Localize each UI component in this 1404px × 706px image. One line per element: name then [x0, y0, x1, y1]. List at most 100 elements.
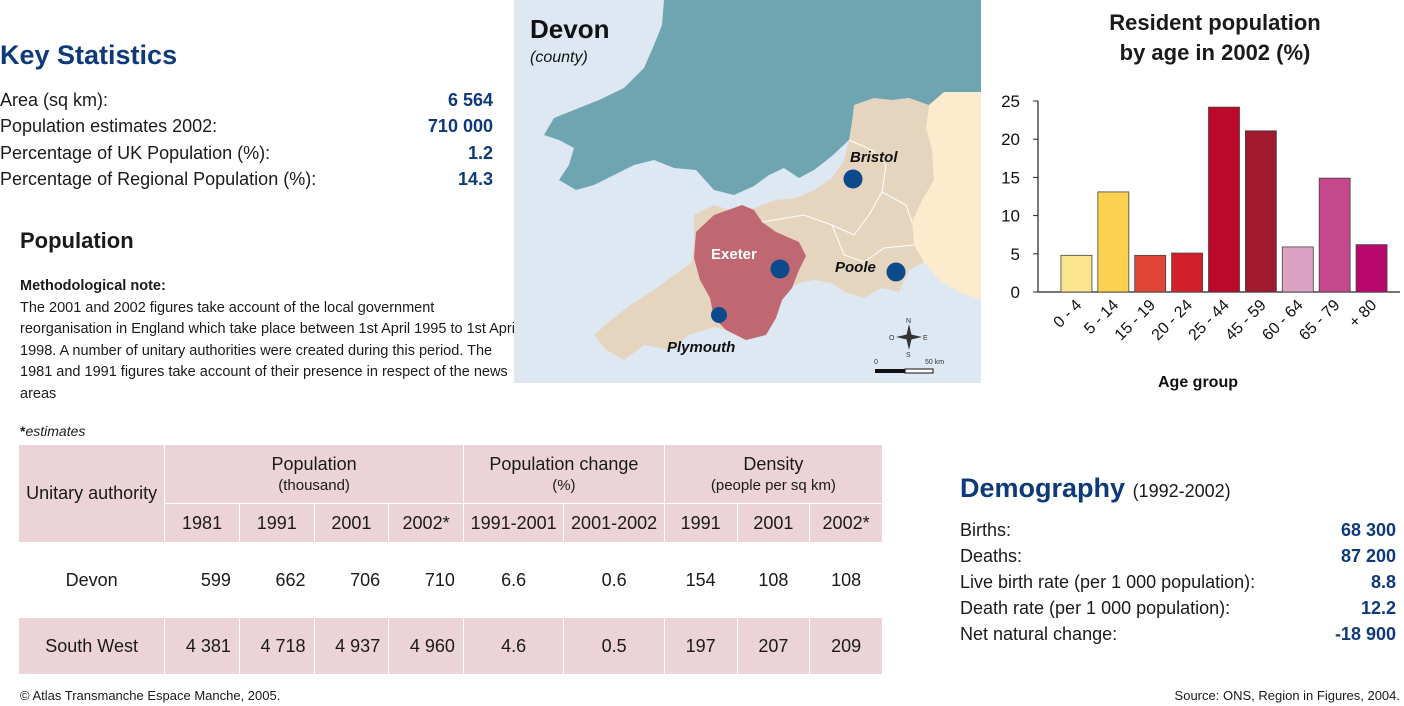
key-stat-area: Area (sq km): 6 564	[0, 87, 493, 113]
header-density-unit: (people per sq km)	[710, 477, 836, 494]
demography-live-birth-rate: Live birth rate (per 1 000 population): …	[960, 569, 1396, 595]
map-boundary	[881, 191, 913, 223]
table-cell: 599	[164, 542, 240, 618]
compass-rose: N S E O	[889, 318, 928, 359]
table-cell: 108	[809, 542, 882, 618]
demography-value: -18 900	[1334, 624, 1396, 644]
key-stat-value: 1.2	[467, 143, 493, 163]
scale-segment	[904, 368, 934, 374]
methodological-note: Methodological note: The 2001 and 2002 f…	[20, 276, 520, 405]
demography-label: Net natural change:	[960, 624, 1118, 644]
table-cell: 197	[664, 618, 738, 674]
city-marker-plymouth	[711, 307, 727, 323]
estimates-note-mark: *	[20, 423, 26, 439]
map-devon-county	[694, 205, 806, 340]
subheader-cell: 1991	[664, 503, 738, 542]
demography-value: 87 200	[1340, 546, 1396, 566]
chart-bar	[1318, 177, 1351, 293]
map-wales	[544, 0, 981, 195]
table-cell: 4 937	[314, 618, 390, 674]
chart-bar	[1355, 244, 1388, 293]
key-stat-value: 6 564	[447, 90, 493, 110]
chart-x-axis-label: Age group	[1158, 374, 1238, 391]
y-tick-label: 5	[1011, 245, 1020, 264]
scale-start-label: 0	[874, 359, 878, 366]
map-scale-bar: 0 50 km	[874, 359, 944, 374]
demography-title: Demography (1992-2002)	[960, 473, 1231, 504]
key-stat-regional-percentage: Percentage of Regional Population (%): 1…	[0, 166, 493, 192]
header-density: Density (people per sq km)	[664, 445, 882, 504]
city-label-plymouth: Plymouth	[667, 339, 735, 356]
row-name: Devon	[19, 542, 166, 618]
demography-value: 68 300	[1340, 520, 1396, 540]
y-tick-label: 25	[1001, 92, 1020, 111]
header-population-unit: (thousand)	[278, 477, 350, 494]
scale-end-label: 50 km	[925, 359, 944, 366]
table-subheader-row: 1981 1991 2001 2002* 1991-2001 2001-2002…	[19, 503, 882, 542]
demography-net-natural-change: Net natural change: -18 900	[960, 621, 1396, 647]
subheader-cell: 1981	[164, 503, 240, 542]
table-cell: 4.6	[463, 618, 565, 674]
subheader-cell: 2001	[314, 503, 390, 542]
x-tick-label: 45 - 59	[1222, 297, 1269, 344]
header-density-label: Density	[743, 454, 804, 474]
key-stat-label: Area (sq km):	[0, 90, 109, 110]
chart-bar	[1134, 254, 1167, 293]
chart-bar	[1171, 252, 1204, 293]
compass-west: O	[889, 335, 895, 342]
key-stat-value: 14.3	[457, 169, 493, 189]
key-statistics-title: Key Statistics	[0, 40, 178, 70]
methodological-note-heading: Methodological note:	[20, 278, 166, 294]
y-tick-label: 20	[1001, 130, 1020, 149]
compass-needle-horizontal	[896, 334, 922, 340]
city-marker-exeter	[770, 259, 790, 279]
table-cell: 0.5	[563, 618, 665, 674]
demography-label: Death rate (per 1 000 population):	[960, 598, 1231, 618]
demography-label: Live birth rate (per 1 000 population):	[960, 572, 1256, 592]
subheader-cell: 2002*	[809, 503, 882, 542]
compass-north: N	[906, 318, 911, 325]
header-population: Population (thousand)	[164, 445, 464, 504]
y-tick-label: 15	[1001, 168, 1020, 187]
demography-label: Deaths:	[960, 546, 1023, 566]
table-header-row: Unitary authority Population (thousand) P…	[19, 445, 882, 542]
estimates-note-text: estimates	[25, 423, 86, 439]
x-tick-label: 0 - 4	[1051, 297, 1086, 332]
table-cell: 4 960	[388, 618, 464, 674]
table-cell: 4 381	[164, 618, 240, 674]
subheader-cell: 2002*	[388, 503, 464, 542]
map-neighbour-region	[912, 92, 981, 300]
key-stat-uk-percentage: Percentage of UK Population (%): 1.2	[0, 140, 493, 166]
population-title: Population	[20, 228, 134, 253]
chart-bar	[1097, 191, 1130, 293]
demography-label: Births:	[960, 520, 1012, 540]
row-name: South West	[19, 618, 166, 674]
x-tick-label: 60 - 64	[1259, 297, 1306, 344]
demography-value: 8.8	[1370, 572, 1396, 592]
scale-segment	[875, 369, 905, 373]
subheader-cell: 2001	[737, 503, 811, 542]
chart-bars	[1060, 106, 1388, 293]
key-stat-label: Population estimates 2002:	[0, 116, 218, 136]
x-tick-label: + 80	[1346, 297, 1380, 331]
x-tick-label: 20 - 24	[1149, 297, 1196, 344]
chart-title-line: Resident population	[1109, 10, 1321, 35]
table-row: South West 4 381 4 718 4 937 4 960 4.6 0…	[19, 618, 882, 674]
header-change-label: Population change	[489, 454, 639, 474]
chart-title-line: by age in 2002 (%)	[1119, 40, 1311, 65]
x-tick-label: 65 - 79	[1296, 297, 1343, 344]
header-population-label: Population	[271, 454, 357, 474]
city-marker-poole	[886, 262, 906, 282]
key-stat-label: Percentage of UK Population (%):	[0, 143, 271, 163]
header-unitary-authority: Unitary authority	[19, 445, 166, 542]
table-cell: 207	[737, 618, 811, 674]
methodological-note-text: The 2001 and 2002 figures take account o…	[20, 299, 519, 402]
table-cell: 108	[737, 542, 811, 618]
map-boundary	[831, 224, 915, 263]
demography-deaths: Deaths: 87 200	[960, 543, 1396, 569]
key-stat-value: 710 000	[427, 116, 493, 136]
chart-bar	[1208, 106, 1240, 293]
header-change-unit: (%)	[552, 477, 576, 494]
y-tick-label: 0	[1011, 283, 1020, 302]
y-tick-label: 10	[1001, 207, 1020, 226]
